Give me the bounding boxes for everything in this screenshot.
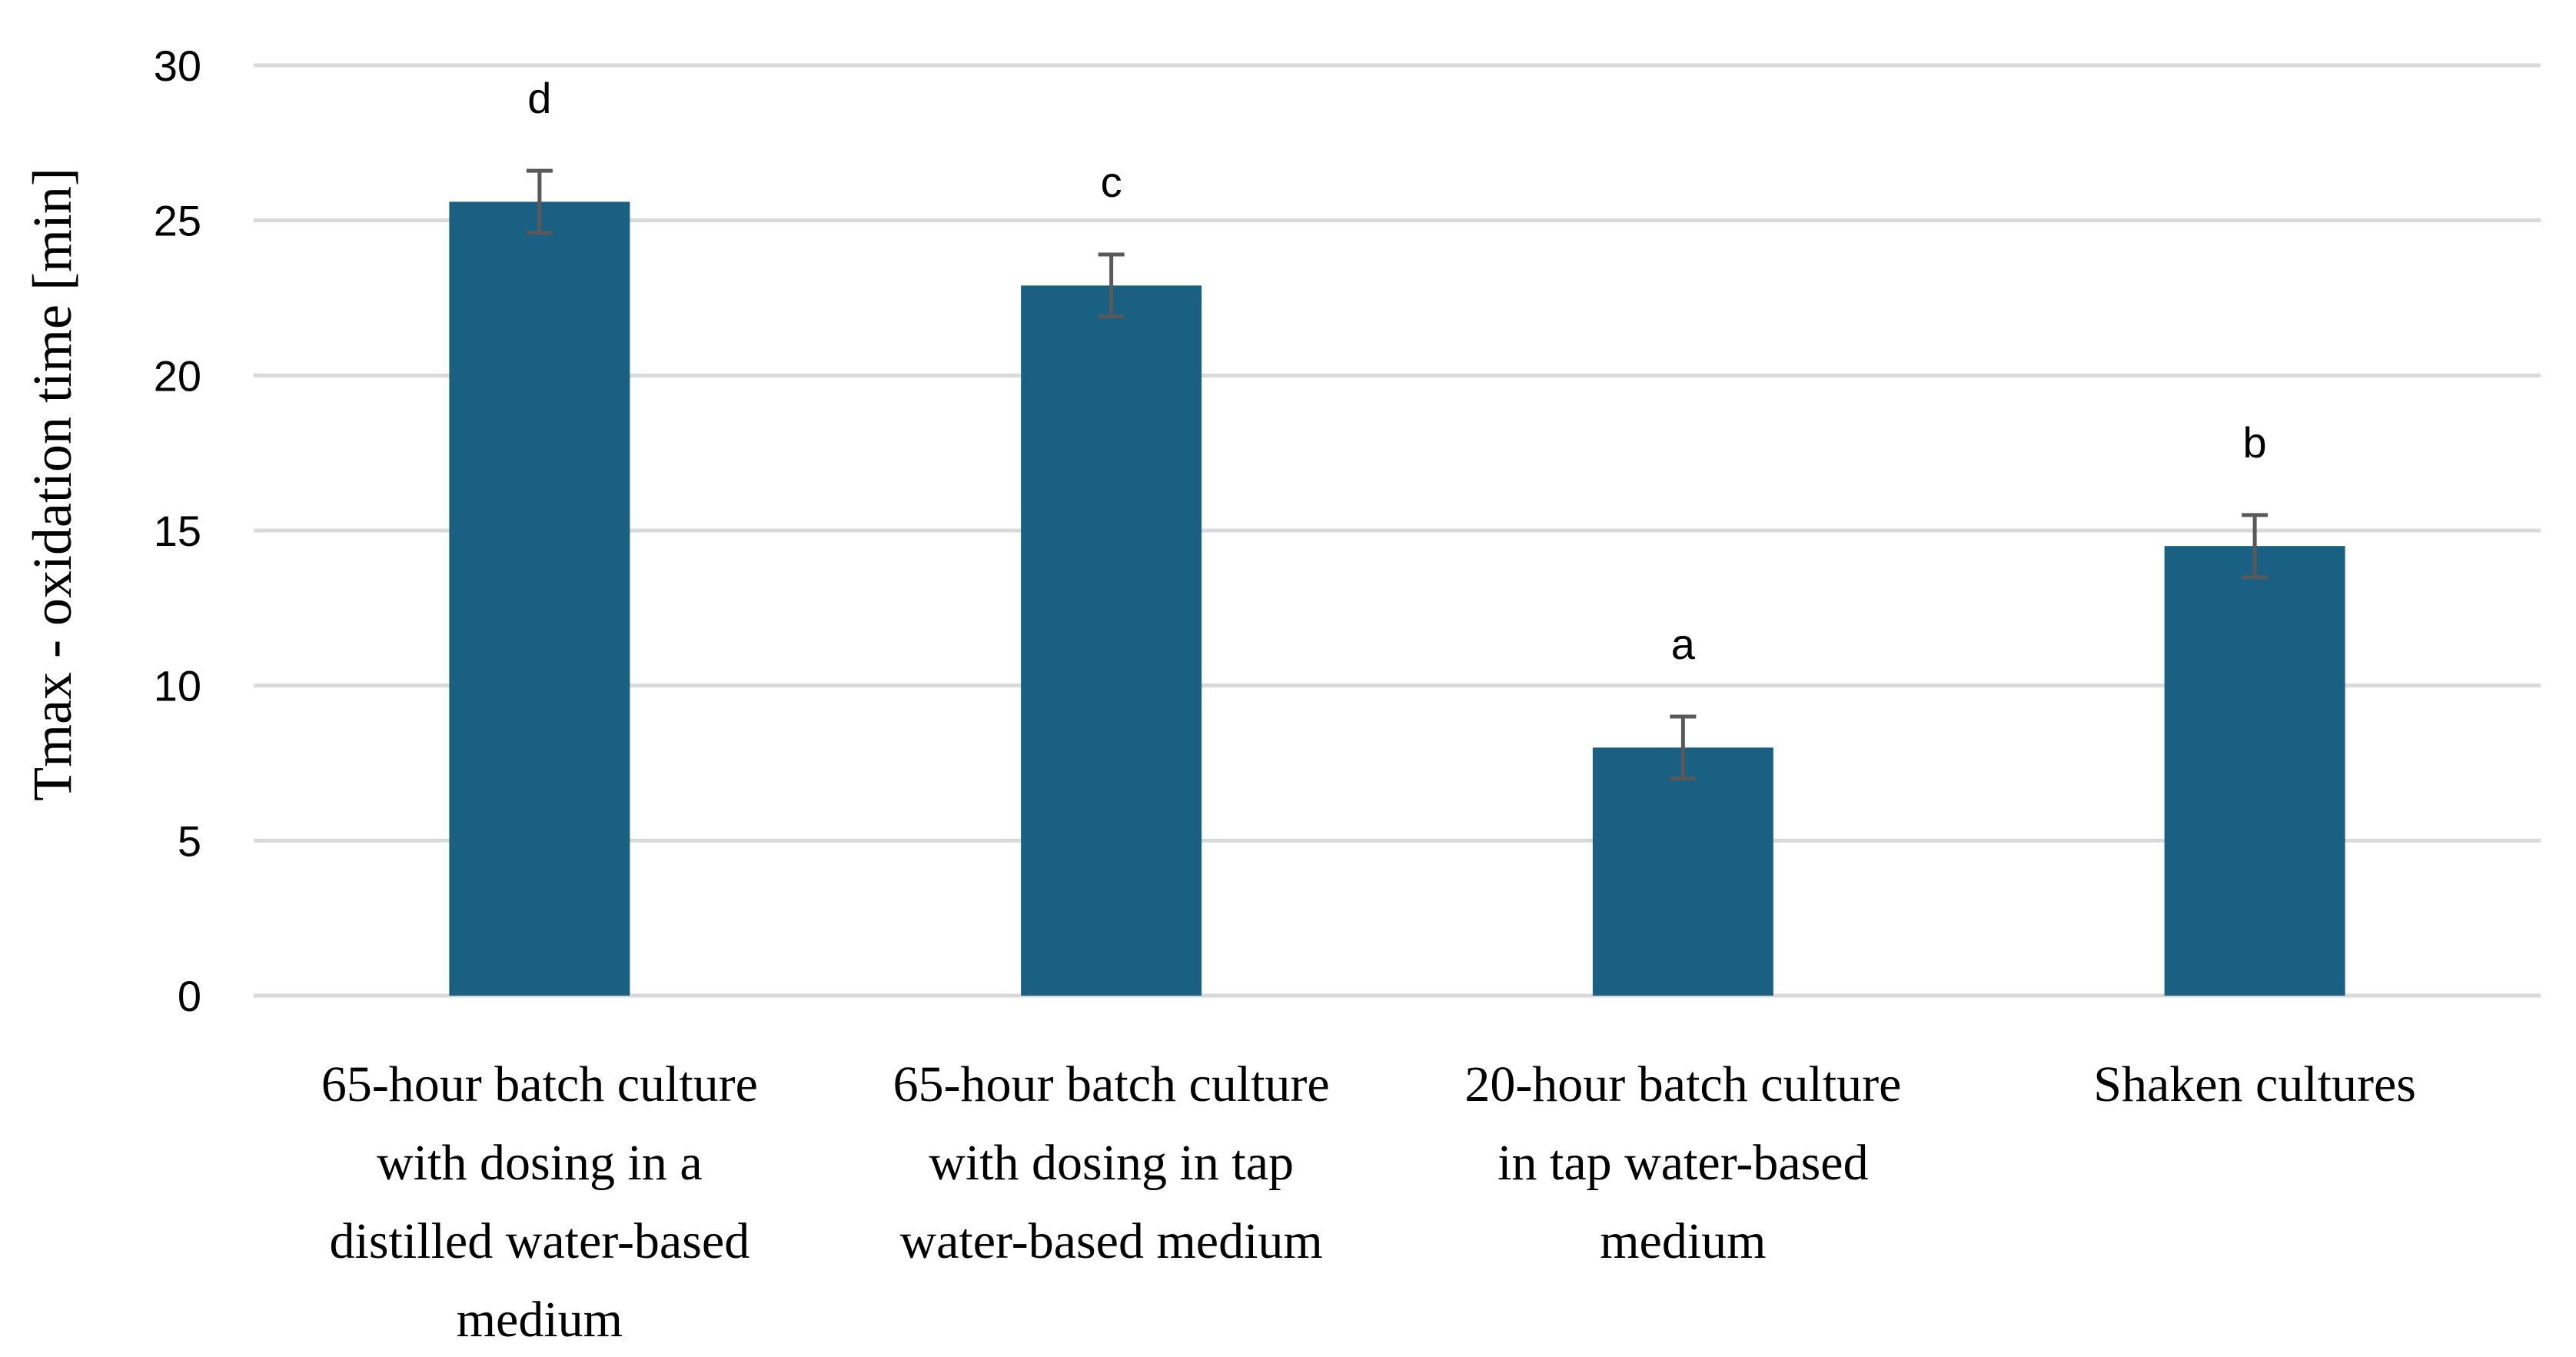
- y-tick-label: 30: [154, 42, 201, 90]
- category-label: Shaken cultures: [2093, 1056, 2416, 1113]
- category-label: 65-hour batch culture with dosing in tap w…: [893, 1056, 1330, 1269]
- y-tick-label: 5: [178, 817, 201, 865]
- bar: [1021, 285, 1202, 996]
- y-tick-label: 25: [154, 197, 201, 245]
- category-label-line: 65-hour batch culture: [893, 1056, 1330, 1113]
- significance-letters: d c a b: [527, 74, 2266, 668]
- significance-letter: b: [2243, 418, 2267, 467]
- y-tick-label: 10: [154, 662, 201, 710]
- category-label: 20-hour batch culture in tap water-based m…: [1464, 1056, 1901, 1269]
- category-label-line: in tap water-based: [1497, 1135, 1868, 1191]
- category-label: 65-hour batch culture with dosing in a dis…: [321, 1056, 758, 1348]
- y-tick-label: 20: [154, 351, 201, 400]
- significance-letter: a: [1671, 620, 1696, 668]
- category-label-line: with dosing in a: [377, 1135, 703, 1191]
- significance-letter: d: [527, 74, 551, 122]
- category-label-line: distilled water-based: [330, 1213, 750, 1269]
- category-label-line: water-based medium: [899, 1213, 1322, 1269]
- y-tick-label: 15: [154, 507, 201, 555]
- x-axis-categories: 65-hour batch culture with dosing in a dis…: [321, 1056, 2416, 1348]
- category-label-line: 20-hour batch culture: [1464, 1056, 1901, 1113]
- significance-letter: c: [1101, 158, 1122, 206]
- category-label-line: medium: [457, 1292, 623, 1348]
- bar: [2164, 546, 2345, 996]
- category-label-line: with dosing in tap: [929, 1135, 1294, 1191]
- error-bars: [526, 168, 2269, 781]
- y-axis-ticks: 0 5 10 15 20 25 30: [154, 42, 201, 1020]
- category-label-line: medium: [1600, 1213, 1766, 1269]
- category-label-line: Shaken cultures: [2093, 1056, 2416, 1113]
- y-tick-label: 0: [178, 972, 201, 1020]
- category-label-line: 65-hour batch culture: [321, 1056, 758, 1113]
- bars: [449, 201, 2345, 996]
- bar: [449, 201, 630, 996]
- bar: [1592, 747, 1773, 996]
- y-axis-title: Tmax - oxidation time [min]: [22, 168, 83, 801]
- gridlines: [254, 63, 2541, 998]
